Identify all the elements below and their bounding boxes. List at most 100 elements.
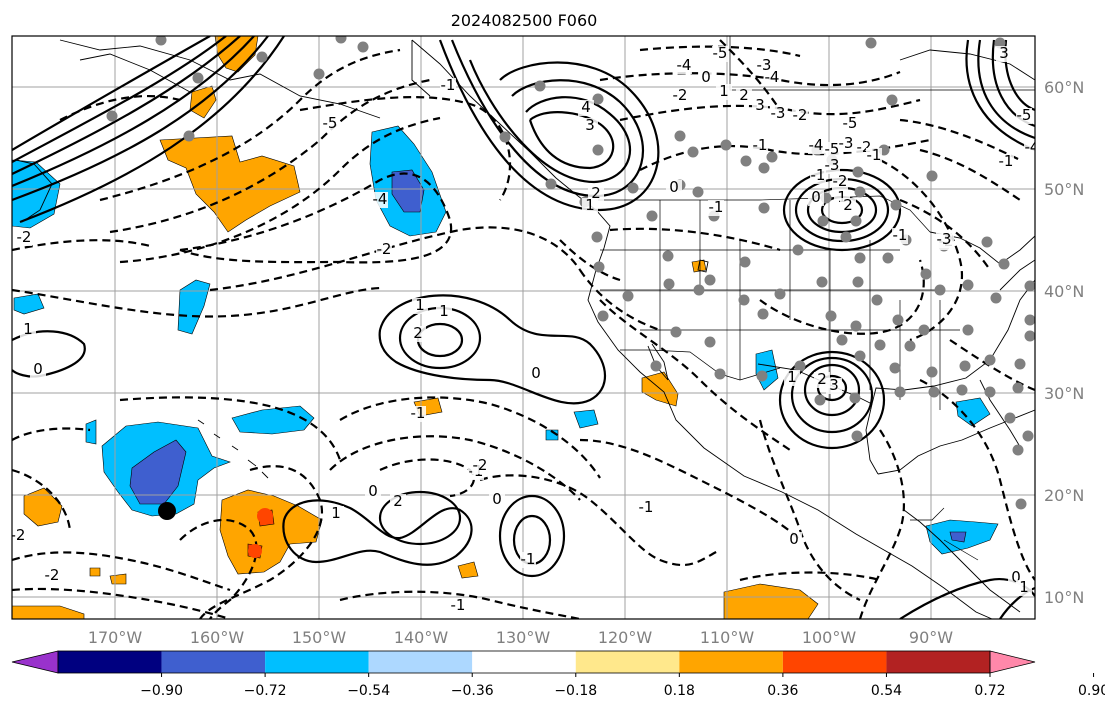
positive-contour <box>782 168 902 252</box>
contour-label: 2 <box>817 370 827 388</box>
negative-contour <box>639 45 801 58</box>
latitude-label: 60°N <box>1044 78 1084 97</box>
positive-anomaly-area <box>723 583 819 619</box>
negative-contour <box>12 551 231 592</box>
contour-label: 0 <box>531 364 541 382</box>
contour-label: -3 <box>757 56 772 74</box>
negative-contour <box>12 239 151 252</box>
contour-label: 3 <box>829 376 839 394</box>
positive-contour <box>999 586 1035 619</box>
positive-anomaly-area <box>12 605 85 619</box>
negative-contour <box>479 474 721 567</box>
contour-label: 4 <box>581 98 591 116</box>
contour-label: -1 <box>867 146 882 164</box>
contour-label: -5 <box>1017 106 1032 124</box>
longitude-label: 100°W <box>802 628 857 647</box>
contour-label: 2 <box>591 184 601 202</box>
contour-label: 1 <box>331 504 341 522</box>
latitude-label: 50°N <box>1044 180 1084 199</box>
latitude-labels: 60°N 50°N 40°N 30°N 20°N 10°N <box>1044 78 1084 607</box>
contour-label: -3 <box>937 230 952 248</box>
positive-contour <box>468 59 632 184</box>
contour-label: 1 <box>787 368 797 386</box>
contour-label: -1 <box>521 550 536 568</box>
positive-contour <box>790 356 874 434</box>
contour-label: 1 <box>837 188 847 206</box>
negative-contour <box>739 571 881 582</box>
positive-contour <box>12 36 211 151</box>
colorbar-segment <box>368 651 473 673</box>
negative-contour <box>179 172 453 264</box>
contour-label: 0 <box>492 490 502 508</box>
strong-negative-anomaly-area <box>129 439 187 505</box>
contour-label: 2 <box>413 324 423 342</box>
latitude-label: 20°N <box>1044 486 1084 505</box>
positive-contour <box>12 36 241 175</box>
negative-contour <box>599 70 901 87</box>
negative-contour <box>119 396 342 461</box>
colorbar-tick-label: 0.72 <box>974 683 1005 699</box>
contour-label: 2 <box>393 492 403 510</box>
contour-label: -2 <box>377 240 392 258</box>
contour-label: -4 <box>809 136 824 154</box>
longitude-labels: 170°W 160°W 150°W 140°W 130°W 120°W 110°W 100°W… <box>88 628 953 647</box>
contour-label: 0 <box>701 68 711 86</box>
colorbar-tick-label: −0.36 <box>451 683 494 699</box>
contour-label: -3 <box>839 134 854 152</box>
positive-contour <box>498 494 566 578</box>
colorbar-tick-label: −0.72 <box>244 683 287 699</box>
strong-negative-anomaly-area <box>391 169 425 213</box>
markers <box>158 502 273 558</box>
colorbar-tick-label: 0.18 <box>664 683 695 699</box>
contour-label: 0 <box>789 530 799 548</box>
map-border <box>11 35 1036 620</box>
latitude-label: 10°N <box>1044 588 1084 607</box>
contour-label: 3 <box>755 96 765 114</box>
contour-label: -1 <box>893 226 908 244</box>
positive-contour <box>12 36 227 163</box>
negative-contour <box>609 227 781 252</box>
negative-contour <box>559 239 621 282</box>
longitude-label: 120°W <box>598 628 653 647</box>
contour-label: -5 <box>323 114 338 132</box>
colorbar-tick-label: 0.36 <box>767 683 798 699</box>
contour-label: -4 <box>1025 138 1040 156</box>
colorbar-segment <box>472 651 576 673</box>
positive-contour <box>438 39 660 212</box>
negative-contour <box>12 286 381 318</box>
contour-label: -2 <box>11 526 26 544</box>
contour-label: -1 <box>753 136 768 154</box>
contour-label: 1 <box>23 320 33 338</box>
positive-contour <box>778 350 886 450</box>
negative-contour <box>299 95 512 201</box>
contour-label: 1 <box>585 196 595 214</box>
positive-contour <box>19 36 285 224</box>
positive-anomaly-area <box>23 487 63 527</box>
contour-labels: 1210-1-22-1-201-10-1-1-2-2-4-5-210-14321… <box>11 44 1040 614</box>
contour-label: 1 <box>1019 578 1029 596</box>
negative-anomaly-area <box>955 397 991 427</box>
contour-label: -2 <box>17 228 32 246</box>
contour-label: -2 <box>673 86 688 104</box>
positive-contour <box>977 39 1035 140</box>
positive-contour <box>528 111 615 170</box>
negative-contour <box>858 429 906 619</box>
contour-label: 1 <box>439 302 449 320</box>
lat-lon-grid <box>12 36 1035 619</box>
positive-contour <box>450 39 645 198</box>
longitude-label: 140°W <box>394 628 449 647</box>
colorbar-tick-label: 0.90 <box>1078 683 1105 699</box>
contour-label: 2 <box>739 86 749 104</box>
negative-contour <box>758 419 861 601</box>
colorbar-extend-min <box>11 650 59 674</box>
negative-contour <box>879 159 963 342</box>
black-marker <box>158 502 176 520</box>
contour-label: -1 <box>441 76 456 94</box>
negative-contour <box>719 39 781 111</box>
negative-contour <box>919 148 1021 201</box>
negative-contour <box>619 98 921 122</box>
colorbar-segment <box>161 651 266 673</box>
contour-label: -3 <box>771 104 786 122</box>
red-marker <box>248 544 262 558</box>
